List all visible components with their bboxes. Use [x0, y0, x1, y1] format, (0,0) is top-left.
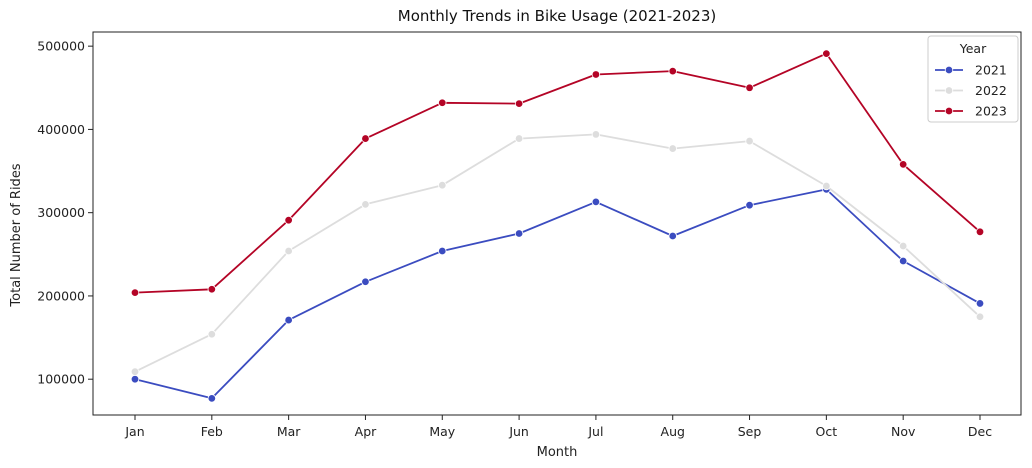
data-point-2022 [898, 241, 908, 251]
series-line-2023 [134, 52, 981, 294]
x-tick-label: Jul [587, 424, 603, 439]
legend-label-2022: 2022 [975, 83, 1007, 98]
plot-area: Jan Feb Mar Apr May Jun Jul Aug Sep Oct Nov Dec 1000… [37, 31, 1022, 439]
plot-frame [92, 31, 1022, 416]
y-tick-label: 100000 [37, 372, 85, 387]
x-tick-label: Mar [277, 424, 301, 439]
x-tick-label: Sep [738, 424, 762, 439]
data-point-2022 [361, 200, 370, 209]
data-point-2023 [975, 227, 985, 237]
data-point-2022 [745, 136, 754, 146]
data-point-2021 [207, 394, 217, 403]
data-point-2023 [284, 215, 293, 225]
data-point-2021 [361, 277, 370, 286]
x-tick-label: Nov [891, 424, 916, 439]
data-point-2021 [284, 315, 293, 325]
x-tick-label: Apr [355, 424, 377, 439]
data-point-2021 [130, 374, 140, 384]
data-point-2023 [207, 285, 217, 294]
legend-frame [927, 35, 1019, 123]
data-point-2022 [284, 246, 293, 256]
data-point-2022 [822, 181, 831, 191]
data-point-2023 [668, 66, 677, 76]
x-axis-title: Month [537, 445, 578, 460]
chart-title: Monthly Trends in Bike Usage (2021-2023) [398, 7, 716, 25]
legend: Year 2021 2022 2023 [927, 35, 1019, 123]
data-point-2023 [745, 83, 754, 92]
data-point-2021 [438, 246, 447, 256]
data-point-2021 [591, 197, 601, 207]
x-tick-label: Feb [201, 424, 223, 439]
x-tick-label: May [429, 424, 455, 439]
legend-title: Year [959, 41, 987, 56]
data-point-2023 [898, 160, 908, 169]
data-point-2023 [438, 98, 447, 107]
data-point-2022 [975, 312, 985, 321]
data-point-2022 [514, 134, 524, 143]
data-point-2022 [668, 144, 677, 153]
data-point-2021 [514, 229, 524, 238]
legend-marker-2022 [944, 86, 954, 95]
legend-label-2023: 2023 [975, 104, 1007, 119]
data-point-2021 [975, 299, 985, 308]
series-line-2022 [134, 133, 981, 373]
data-point-2022 [591, 130, 601, 139]
y-tick-label: 400000 [37, 122, 85, 137]
y-axis-title: Total Number of Rides [9, 163, 24, 307]
data-point-2023 [591, 70, 601, 79]
x-tick-label: Aug [661, 424, 685, 439]
legend-marker-2023 [944, 106, 954, 116]
data-point-2022 [207, 330, 217, 339]
data-point-2022 [130, 367, 140, 376]
data-point-2021 [668, 231, 677, 241]
data-point-2021 [898, 256, 908, 266]
data-point-2023 [514, 99, 524, 108]
legend-marker-2021 [944, 65, 954, 75]
data-point-2023 [822, 49, 831, 58]
x-tick-label: Dec [968, 424, 992, 439]
data-point-2021 [745, 200, 754, 210]
y-tick-label: 200000 [37, 288, 85, 303]
y-tick-label: 300000 [37, 205, 85, 220]
data-point-2023 [130, 288, 140, 297]
data-point-2023 [361, 134, 370, 143]
x-tick-label: Jun [508, 424, 529, 439]
legend-label-2021: 2021 [975, 63, 1007, 78]
x-tick-label: Oct [816, 424, 838, 439]
y-tick-label: 500000 [37, 39, 85, 54]
series-line-2021 [134, 188, 981, 400]
data-point-2022 [438, 180, 447, 190]
x-tick-label: Jan [124, 424, 144, 439]
